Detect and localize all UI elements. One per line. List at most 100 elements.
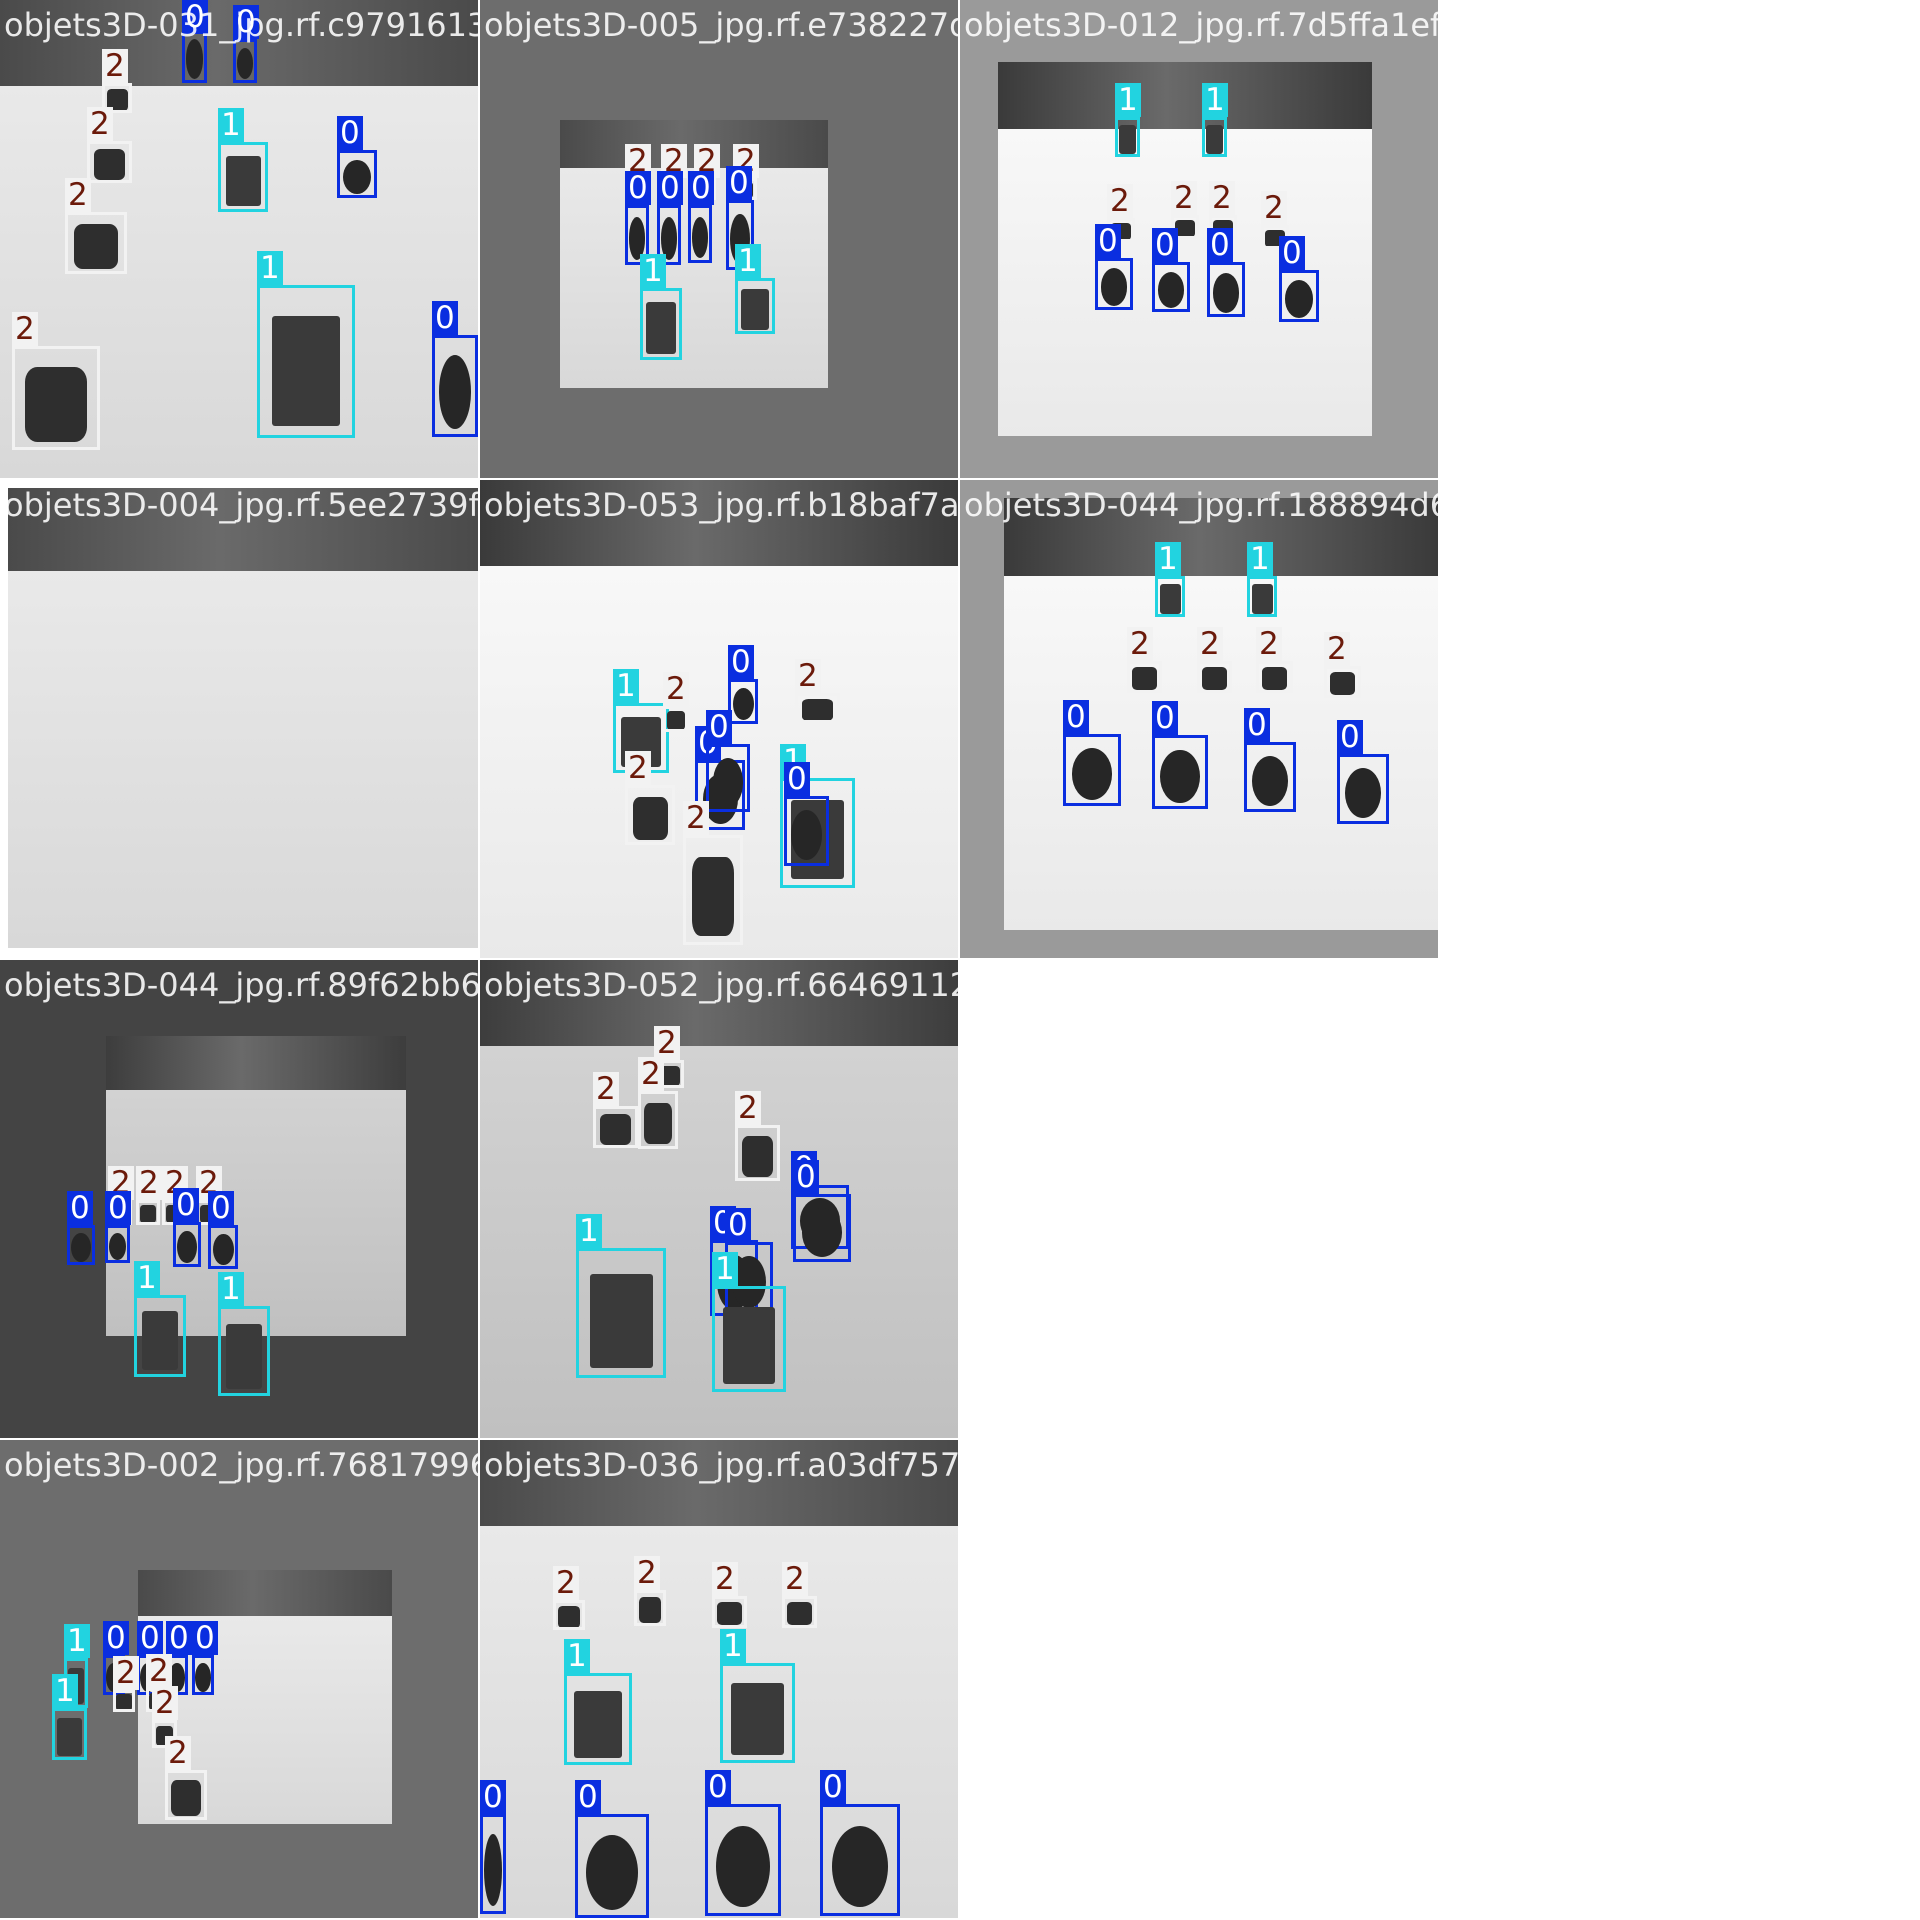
- detected-object: [108, 1232, 127, 1260]
- table-surface: [8, 571, 478, 948]
- detected-object: [660, 217, 678, 261]
- detected-object: [712, 757, 744, 807]
- detected-object: [116, 1694, 132, 1711]
- class-label: 0: [657, 171, 683, 205]
- bounding-box-class-0: [1063, 734, 1121, 806]
- bounding-box-class-2: [782, 1596, 817, 1628]
- bounding-box-class-0: [105, 1225, 130, 1263]
- class-label: 1: [1115, 83, 1141, 117]
- bounding-box-class-1: [1155, 576, 1185, 617]
- class-label: 1: [613, 669, 639, 703]
- bounding-box-class-2: [1324, 666, 1361, 698]
- bounding-box-class-1: [780, 778, 855, 888]
- class-label: 0: [726, 166, 752, 200]
- bounding-box-class-2: [1256, 661, 1293, 693]
- detected-object: [225, 156, 261, 207]
- bounding-box-class-2: [1171, 215, 1199, 239]
- detected-object: [801, 699, 834, 721]
- bounding-box-class-0: [1152, 262, 1190, 312]
- class-label: 0: [820, 1770, 846, 1804]
- detected-object: [343, 159, 371, 195]
- detected-object: [1118, 125, 1137, 154]
- bounding-box-class-0: [1095, 258, 1133, 310]
- class-label: 2: [593, 1072, 619, 1106]
- class-label: 1: [735, 244, 761, 278]
- detected-object: [212, 1233, 234, 1266]
- class-label: 2: [87, 107, 113, 141]
- class-label: 0: [706, 710, 732, 744]
- class-label: 2: [663, 672, 689, 706]
- class-label: 0: [1207, 228, 1233, 262]
- bounding-box-class-1: [712, 1286, 786, 1392]
- class-label: 2: [165, 1736, 191, 1770]
- bounding-box-class-1: [218, 1306, 270, 1396]
- detected-object: [25, 366, 87, 442]
- detected-object: [717, 1602, 742, 1626]
- class-label: 0: [725, 1208, 751, 1242]
- bounding-box-class-2: [165, 1770, 207, 1820]
- detected-object: [93, 149, 126, 180]
- class-label: 0: [192, 1621, 218, 1655]
- class-label: 0: [1337, 720, 1363, 754]
- class-label: 0: [1152, 701, 1178, 735]
- bounding-box-class-2: [683, 835, 743, 945]
- class-label: 0: [625, 171, 651, 205]
- detected-object: [787, 1602, 812, 1626]
- detected-object: [1261, 667, 1288, 691]
- class-label: 2: [152, 1686, 178, 1720]
- bounding-box-class-0: [728, 679, 758, 724]
- detected-object: [632, 797, 668, 841]
- bounding-box-class-0: [1244, 742, 1296, 812]
- class-label: 2: [735, 1091, 761, 1125]
- bounding-box-class-2: [65, 212, 127, 274]
- detected-object: [691, 216, 709, 259]
- detected-object: [732, 1256, 766, 1309]
- class-label: 1: [218, 1272, 244, 1306]
- class-label: 1: [1247, 542, 1273, 576]
- bounding-box-class-0: [784, 796, 829, 866]
- mosaic-tile: 2222000011objets3D-044_jpg.rf.89f62bb6b5…: [0, 960, 478, 1438]
- bounding-box-class-0: [67, 1225, 95, 1265]
- bounding-box-class-0: [432, 335, 478, 437]
- detected-object: [741, 1136, 774, 1177]
- mosaic-tile: 0000112222objets3D-031_jpg.rf.c97916130e…: [0, 0, 478, 478]
- tile-title: objets3D-053_jpg.rf.b18baf7ae385d4: [484, 486, 958, 524]
- class-label: 2: [1256, 627, 1282, 661]
- bounding-box-class-1: [640, 288, 682, 360]
- class-label: 0: [432, 301, 458, 335]
- detected-object: [723, 1307, 775, 1384]
- class-label: 0: [208, 1191, 234, 1225]
- tile-title: objets3D-044_jpg.rf.89f62bb6b5e1d2b7052d: [4, 966, 478, 1004]
- detected-object: [171, 1780, 201, 1816]
- class-label: 1: [218, 108, 244, 142]
- tile-photo: [8, 488, 478, 948]
- class-label: 2: [65, 178, 91, 212]
- detected-object: [1202, 667, 1227, 691]
- tile-photo: [998, 62, 1372, 436]
- class-label: 0: [728, 645, 754, 679]
- class-label: 2: [136, 1166, 162, 1200]
- class-label: 0: [173, 1188, 199, 1222]
- detected-object: [106, 89, 128, 111]
- class-label: 0: [337, 116, 363, 150]
- detected-object: [731, 1683, 784, 1755]
- detected-object: [1205, 125, 1224, 154]
- bounding-box-class-0: [208, 1225, 238, 1269]
- bounding-box-class-1: [1115, 117, 1140, 157]
- class-label: 0: [784, 762, 810, 796]
- bounding-box-class-0: [688, 205, 712, 263]
- detected-object: [741, 289, 769, 330]
- mosaic-tile: 1122220000objets3D-044_jpg.rf.188894d6a3…: [960, 480, 1438, 958]
- class-label: 0: [166, 1621, 192, 1655]
- detected-object: [1157, 272, 1185, 308]
- bounding-box-class-0: [706, 744, 750, 812]
- class-label: 1: [640, 254, 666, 288]
- bounding-box-class-2: [553, 1600, 585, 1630]
- detected-object: [638, 1597, 662, 1624]
- table-surface: [998, 129, 1372, 436]
- detected-object: [483, 1834, 503, 1906]
- bounding-box-class-1: [576, 1248, 666, 1378]
- bounding-box-class-0: [480, 1814, 506, 1914]
- class-label: 2: [625, 751, 651, 785]
- bounding-box-class-2: [102, 83, 132, 113]
